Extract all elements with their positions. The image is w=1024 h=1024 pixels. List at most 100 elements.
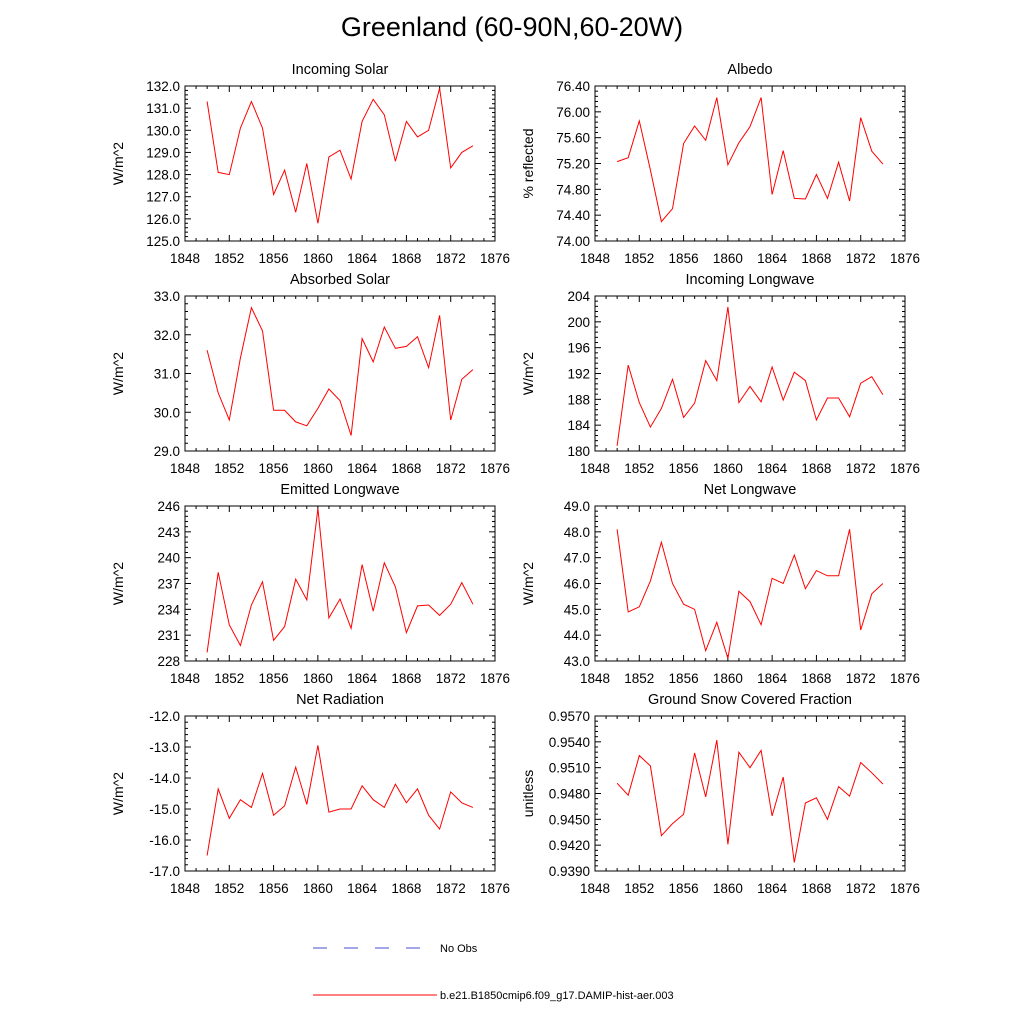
y-tick-label: -15.0 xyxy=(149,802,180,817)
y-tick-label: 45.0 xyxy=(564,602,590,617)
y-tick-label: 46.0 xyxy=(564,577,590,592)
x-tick-label: 1872 xyxy=(846,671,876,686)
y-tick-label: -13.0 xyxy=(149,740,180,755)
series-line-absorbed-solar xyxy=(206,306,474,436)
panel-title: Emitted Longwave xyxy=(280,482,399,498)
legend-model-label: b.e21.B1850cmip6.f09_g17.DAMIP-hist-aer.… xyxy=(440,990,674,1002)
x-tick-label: 1860 xyxy=(303,881,333,896)
y-tick-label: -14.0 xyxy=(149,771,180,786)
y-tick-label: 49.0 xyxy=(564,499,590,514)
x-tick-label: 1868 xyxy=(391,881,421,896)
series-line-albedo xyxy=(616,97,884,223)
y-tick-label: 192 xyxy=(567,367,590,382)
panel-net-radiation: Net Radiation 1848 1852 1856 1860 1864 1868 187… xyxy=(110,692,510,896)
panel-emitted-longwave: Emitted Longwave 1848 1852 1856 1860 1864 1868… xyxy=(110,482,510,686)
x-tick-label: 1868 xyxy=(801,881,831,896)
panel-incoming-solar: Incoming Solar 1848 1852 1856 1860 1864 1868 18… xyxy=(110,62,510,266)
y-axis-label: W/m^2 xyxy=(110,352,126,395)
y-tick-label: 29.0 xyxy=(154,444,180,459)
y-tick-label: 200 xyxy=(567,315,590,330)
y-tick-label: 0.9420 xyxy=(549,838,590,853)
y-axis-label: unitless xyxy=(520,770,536,817)
legend: No Obs b.e21.B1850cmip6.f09_g17.DAMIP-hi… xyxy=(313,943,674,1002)
y-tick-label: -17.0 xyxy=(149,864,180,879)
y-tick-label: 246 xyxy=(157,499,180,514)
x-tick-label: 1872 xyxy=(436,461,466,476)
plot-frame xyxy=(184,715,496,872)
y-tick-label: 76.00 xyxy=(556,105,590,120)
y-tick-label: 234 xyxy=(157,602,180,617)
x-tick-label: 1856 xyxy=(259,461,289,476)
x-tick-label: 1860 xyxy=(713,881,743,896)
x-tick-label: 1872 xyxy=(846,251,876,266)
x-tick-label: 1860 xyxy=(303,251,333,266)
x-tick-label: 1852 xyxy=(214,251,244,266)
x-tick-label: 1856 xyxy=(669,671,699,686)
x-tick-label: 1876 xyxy=(480,671,510,686)
x-tick-label: 1856 xyxy=(259,251,289,266)
y-tick-label: 129.0 xyxy=(146,145,180,160)
x-tick-label: 1876 xyxy=(480,461,510,476)
x-tick-label: 1864 xyxy=(757,251,788,266)
x-tick-label: 1852 xyxy=(624,461,654,476)
plot-frame xyxy=(594,85,906,242)
plot-frame xyxy=(184,505,496,662)
figure-title: Greenland (60-90N,60-20W) xyxy=(340,12,684,42)
x-tick-label: 1872 xyxy=(846,881,876,896)
plot-frame xyxy=(594,505,906,662)
y-tick-label: 33.0 xyxy=(154,289,180,304)
y-tick-label: 196 xyxy=(567,341,590,356)
panel-title: Net Radiation xyxy=(296,692,384,708)
x-tick-label: 1864 xyxy=(347,881,378,896)
y-tick-label: 30.0 xyxy=(154,405,180,420)
x-tick-label: 1864 xyxy=(757,881,788,896)
y-tick-label: 131.0 xyxy=(146,101,180,116)
plot-frame xyxy=(594,295,906,452)
panel-absorbed-solar: Absorbed Solar 1848 1852 1856 1860 1864 1868 18… xyxy=(110,272,510,476)
x-tick-label: 1860 xyxy=(713,671,743,686)
y-tick-label: -12.0 xyxy=(149,709,180,724)
x-tick-label: 1872 xyxy=(436,881,466,896)
series-line-ground-snow-covered-fraction xyxy=(616,740,884,863)
x-tick-label: 1872 xyxy=(436,251,466,266)
x-tick-label: 1876 xyxy=(480,251,510,266)
x-tick-label: 1864 xyxy=(347,251,378,266)
x-tick-label: 1852 xyxy=(624,671,654,686)
x-tick-label: 1860 xyxy=(303,671,333,686)
plot-frame xyxy=(594,715,906,872)
x-tick-label: 1872 xyxy=(846,461,876,476)
y-tick-label: 74.40 xyxy=(556,208,590,223)
y-tick-label: 76.40 xyxy=(556,79,590,94)
plot-frame xyxy=(184,295,496,452)
y-tick-label: 0.9570 xyxy=(549,709,590,724)
panel-net-longwave: Net Longwave 1848 1852 1856 1860 1864 1868 1872… xyxy=(520,482,920,686)
x-tick-label: 1856 xyxy=(669,251,699,266)
y-axis-label: W/m^2 xyxy=(110,772,126,815)
y-tick-label: 75.20 xyxy=(556,157,590,172)
y-tick-label: 128.0 xyxy=(146,168,180,183)
x-tick-label: 1864 xyxy=(757,671,788,686)
y-tick-label: 237 xyxy=(157,577,180,592)
y-tick-label: 188 xyxy=(567,392,590,407)
y-tick-label: 0.9540 xyxy=(549,735,590,750)
panel-title: Net Longwave xyxy=(704,482,797,498)
y-tick-label: 75.60 xyxy=(556,131,590,146)
y-axis-label: % reflected xyxy=(520,128,536,198)
panel-title: Ground Snow Covered Fraction xyxy=(648,692,852,708)
x-tick-label: 1868 xyxy=(801,251,831,266)
panel-title: Absorbed Solar xyxy=(290,272,390,288)
x-tick-label: 1848 xyxy=(580,671,610,686)
y-tick-label: 132.0 xyxy=(146,79,180,94)
y-tick-label: 243 xyxy=(157,525,180,540)
panel-title: Incoming Longwave xyxy=(686,272,815,288)
x-tick-label: 1848 xyxy=(170,881,200,896)
x-tick-label: 1864 xyxy=(757,461,788,476)
y-tick-label: 127.0 xyxy=(146,190,180,205)
y-tick-label: 184 xyxy=(567,418,590,433)
series-line-incoming-solar xyxy=(206,88,474,224)
x-tick-label: 1852 xyxy=(624,251,654,266)
y-axis-label: W/m^2 xyxy=(110,562,126,605)
y-tick-label: 130.0 xyxy=(146,123,180,138)
x-tick-label: 1868 xyxy=(391,461,421,476)
y-axis-label: W/m^2 xyxy=(520,352,536,395)
